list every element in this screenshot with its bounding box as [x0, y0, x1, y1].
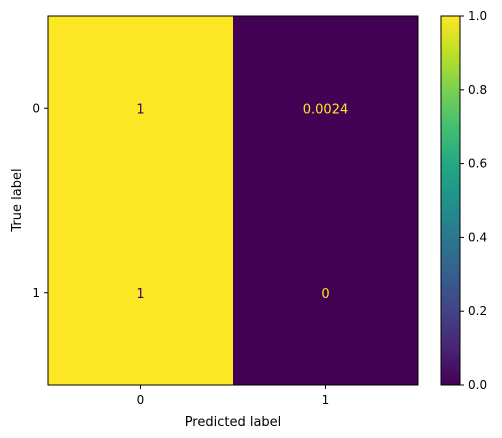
heatmap-cell-r0-c1 [233, 16, 419, 201]
heatmap-cell-r1-c1 [233, 200, 419, 386]
y-axis-label: True label [10, 168, 25, 232]
cell-value-label: 0.0024 [303, 102, 349, 117]
heatmap-cell-labels: 1 0.0024 1 0 [136, 102, 348, 302]
cell-value-label: 1 [136, 287, 144, 302]
colorbar-tick-label: 1.0 [468, 9, 487, 23]
cell-value-label: 1 [136, 102, 144, 117]
heatmap-cells [48, 16, 419, 386]
plot-frame [47, 15, 419, 386]
colorbar-tick-label: 0.0 [468, 378, 487, 392]
heatmap-cell-r1-c0 [48, 200, 234, 386]
x-tick-label: 1 [322, 393, 330, 407]
colorbar-tick-label: 0.2 [468, 304, 487, 318]
cell-value-label: 0 [321, 287, 329, 302]
colorbar-ticks: 0.0 0.2 0.4 0.6 0.8 1.0 [460, 9, 487, 392]
y-tick-label: 1 [32, 286, 40, 300]
colorbar-tick-label: 0.4 [468, 230, 487, 244]
y-axis-ticks: 01 [32, 101, 48, 300]
colorbar-tick-label: 0.6 [468, 157, 487, 171]
colorbar [440, 15, 461, 386]
colorbar-tick-label: 0.8 [468, 83, 487, 97]
y-tick-label: 0 [32, 101, 40, 115]
x-tick-label: 0 [137, 393, 145, 407]
x-axis-label: Predicted label [185, 415, 282, 430]
heatmap-cell-r0-c0 [48, 16, 234, 201]
